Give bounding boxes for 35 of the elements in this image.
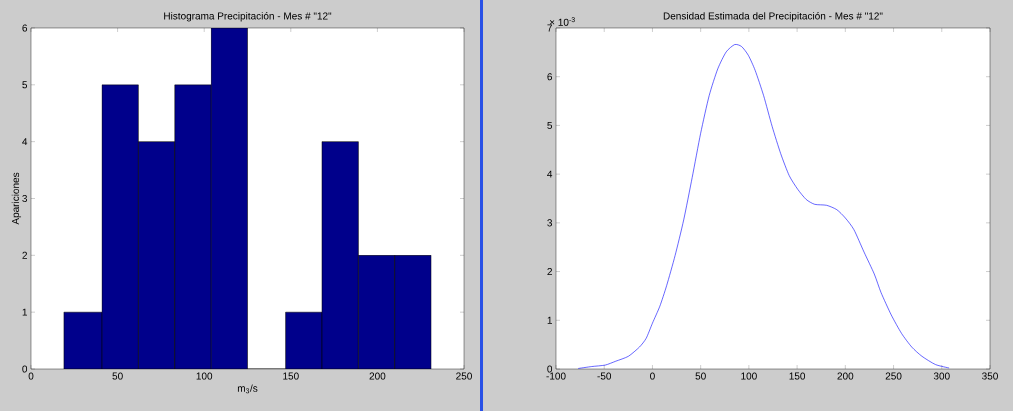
y-tick-label: 3 xyxy=(22,194,28,203)
y-tick-label: 4 xyxy=(22,138,28,146)
x-tick-label: 200 xyxy=(837,372,854,380)
y-tick-label: 5 xyxy=(22,81,28,89)
x-tick-label: 50 xyxy=(112,372,123,380)
y-tick-label: 2 xyxy=(547,268,552,276)
y-tick-label: 1 xyxy=(22,308,27,316)
x-tick-label: -100 xyxy=(546,372,566,380)
x-tick-label: 0 xyxy=(28,372,34,380)
x-tick-label: 350 xyxy=(982,372,998,380)
x-tick-label: 100 xyxy=(196,372,213,380)
y-tick-label: 2 xyxy=(22,251,27,259)
x-tick-label: 0 xyxy=(650,372,655,380)
chart-title: Histograma Precipitación - Mes # "12" xyxy=(164,12,332,22)
y-tick-label: 5 xyxy=(547,121,553,129)
x-tick-label: 250 xyxy=(456,372,472,380)
x-tick-label: 150 xyxy=(283,372,299,380)
y-tick-label: 4 xyxy=(547,170,553,178)
x-tick-label: 100 xyxy=(741,372,757,380)
x-tick-label: 250 xyxy=(885,372,902,380)
y-tick-label: 6 xyxy=(22,24,28,32)
y-tick-label: 0 xyxy=(22,365,28,373)
y-tick-label: 0 xyxy=(547,365,553,373)
x-tick-label: 150 xyxy=(789,372,806,380)
y-axis-title: Apariciones xyxy=(11,172,22,225)
y-tick-label: 6 xyxy=(547,73,553,81)
y-tick-label: 7 xyxy=(547,24,552,32)
x-tick-label: 200 xyxy=(369,372,386,380)
chart-title: Densidad Estimada del Precipitación - Mes # "12" xyxy=(663,12,883,22)
x-tick-label: 300 xyxy=(933,372,950,380)
y-tick-label: 1 xyxy=(547,316,552,324)
y-tick-label: 3 xyxy=(547,219,553,227)
x-axis-title: m$_{3}$/s xyxy=(237,384,258,394)
x-tick-label: 50 xyxy=(695,372,706,380)
x-tick-label: -50 xyxy=(597,372,612,380)
